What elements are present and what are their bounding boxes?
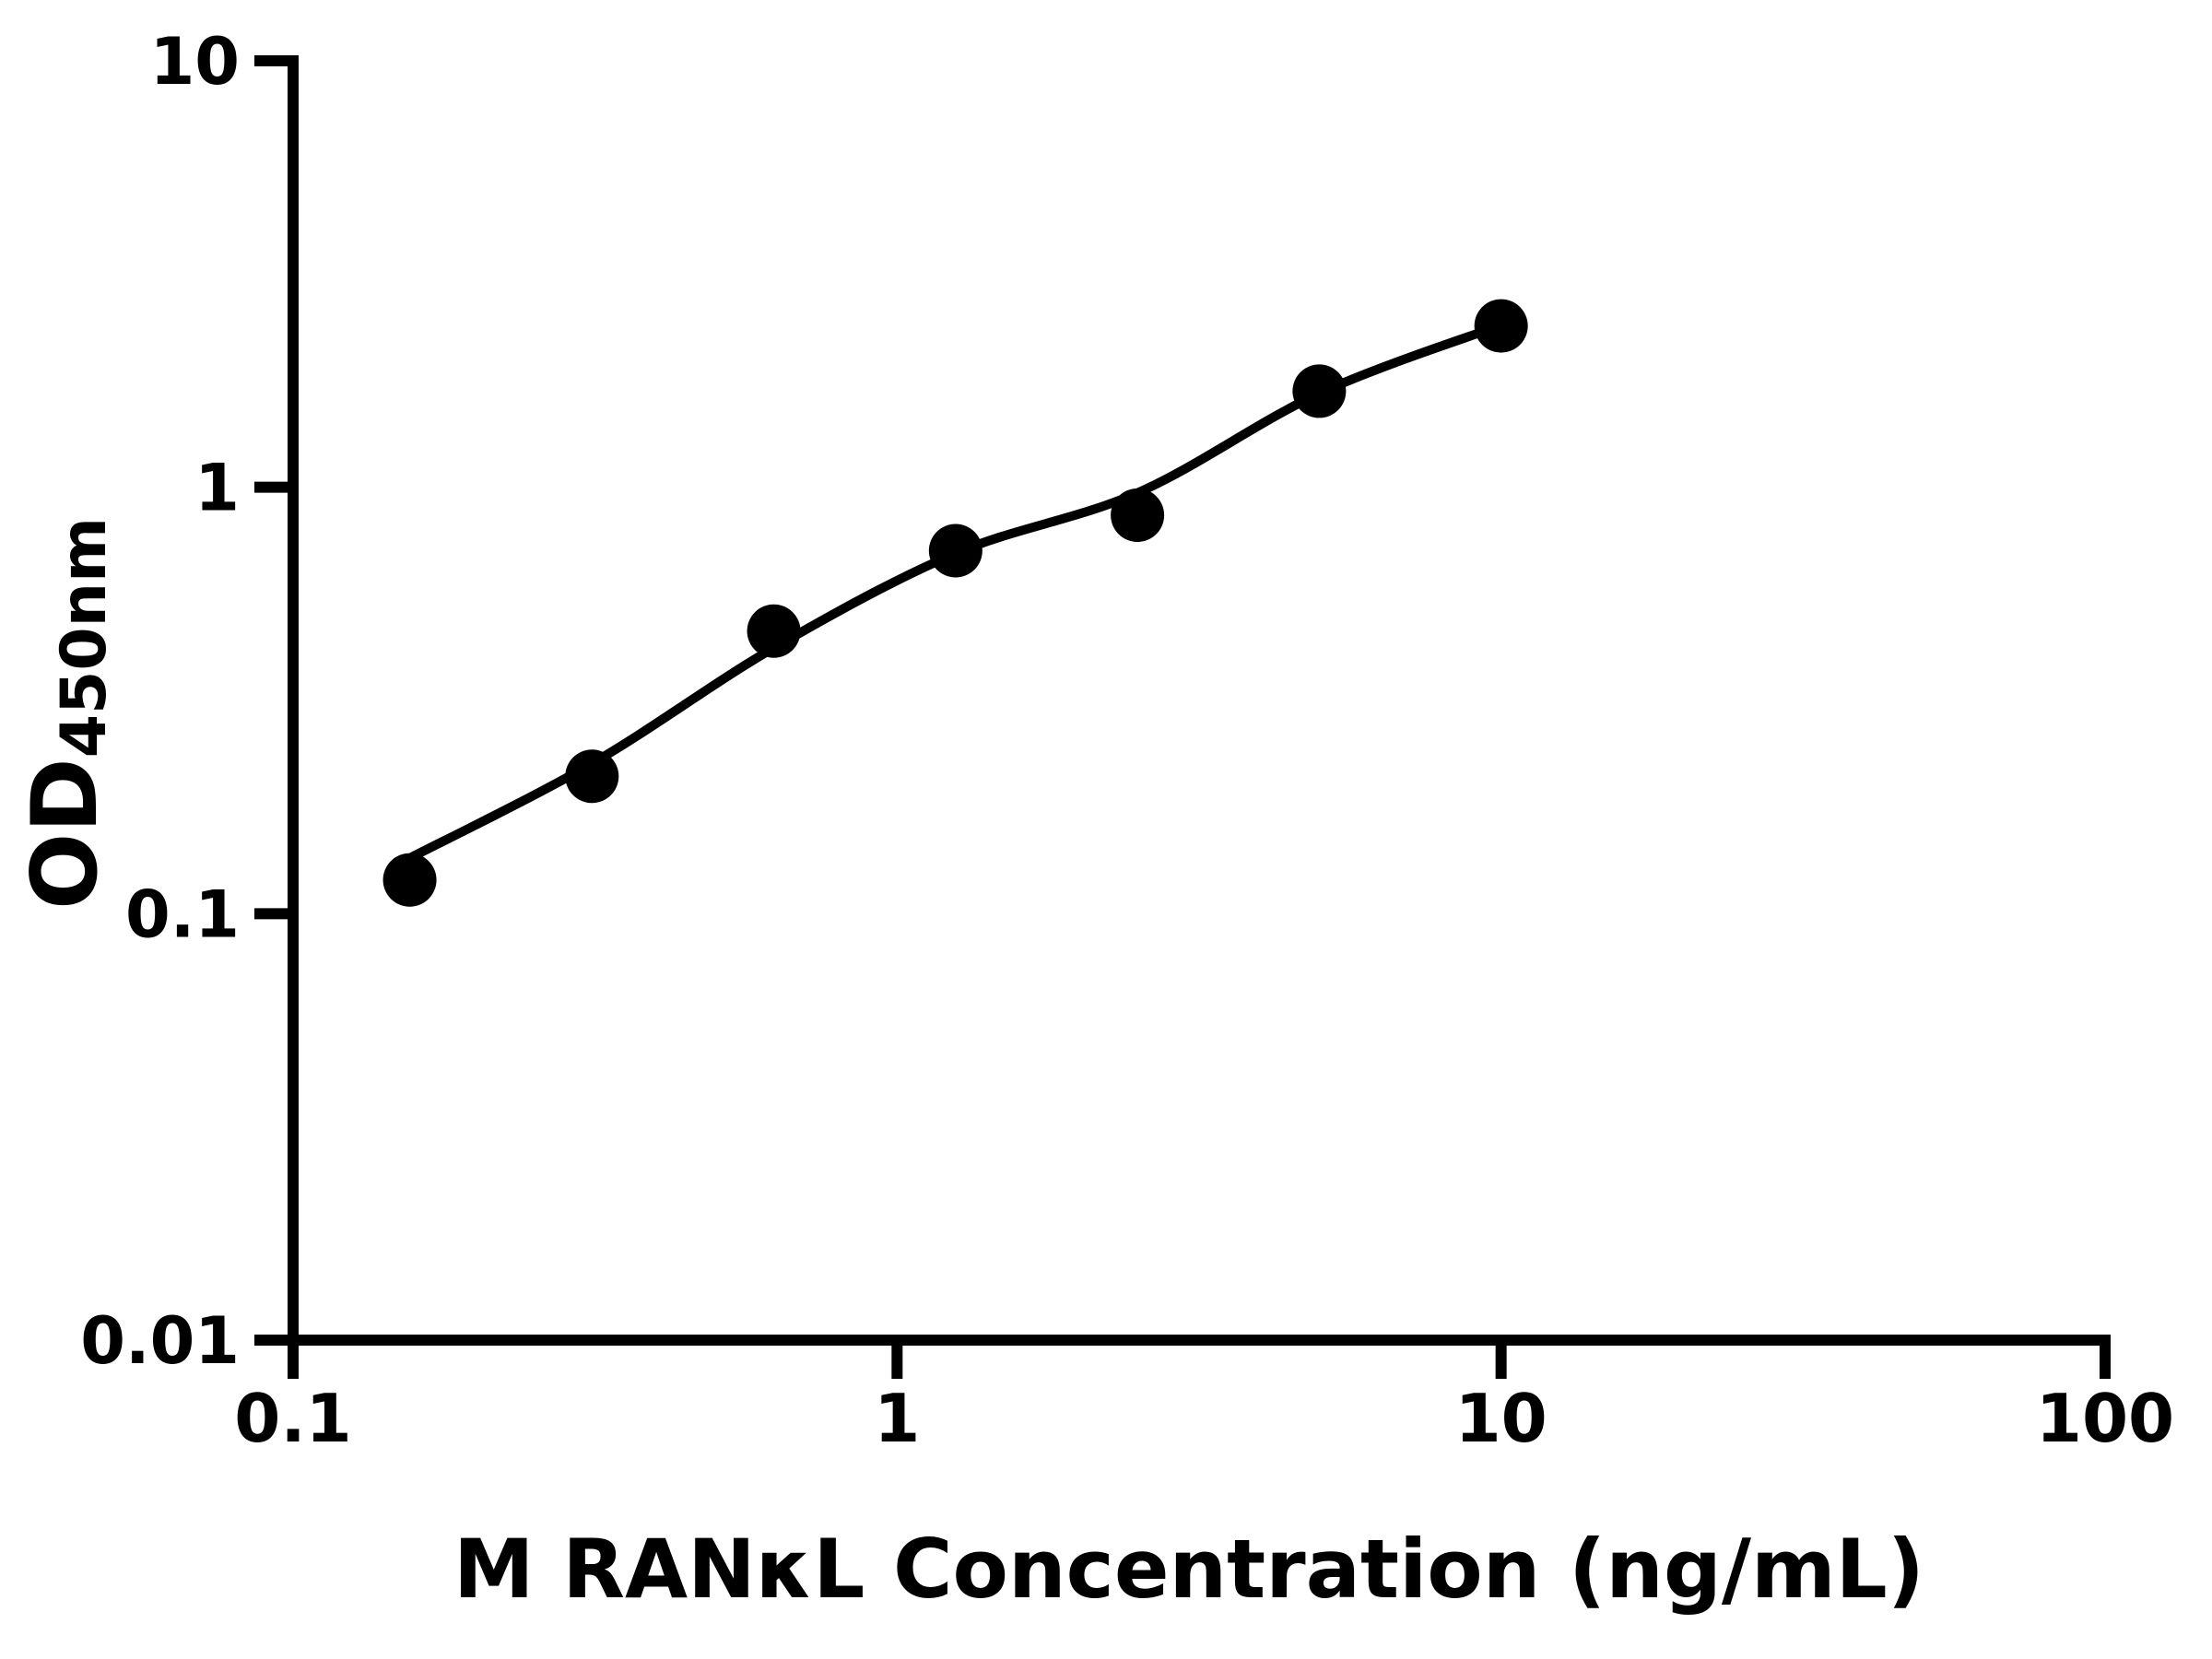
data-point [382, 853, 437, 907]
y-tick-label: 0.01 [80, 1303, 240, 1379]
x-tick-label: 0.1 [234, 1380, 352, 1457]
y-tick-label: 1 [194, 451, 240, 526]
x-tick-label: 100 [2036, 1380, 2174, 1457]
x-tick-label: 1 [874, 1380, 920, 1457]
data-point [1111, 488, 1165, 542]
x-axis-title: M RANκL Concentration (ng/mL) [453, 1522, 1924, 1617]
y-tick-label: 0.1 [125, 877, 240, 952]
y-axis-title-subscript: 450nm [48, 517, 121, 758]
data-point [565, 749, 619, 804]
x-tick-label: 10 [1455, 1380, 1547, 1457]
y-axis-title-main: OD [13, 758, 118, 910]
axis-spine [254, 55, 2111, 1379]
data-point [928, 524, 982, 578]
data-point [1292, 364, 1347, 418]
y-tick-label: 10 [150, 24, 240, 100]
data-point [747, 604, 801, 658]
y-axis-title: OD450nm [13, 517, 121, 910]
data-point [1474, 299, 1528, 353]
